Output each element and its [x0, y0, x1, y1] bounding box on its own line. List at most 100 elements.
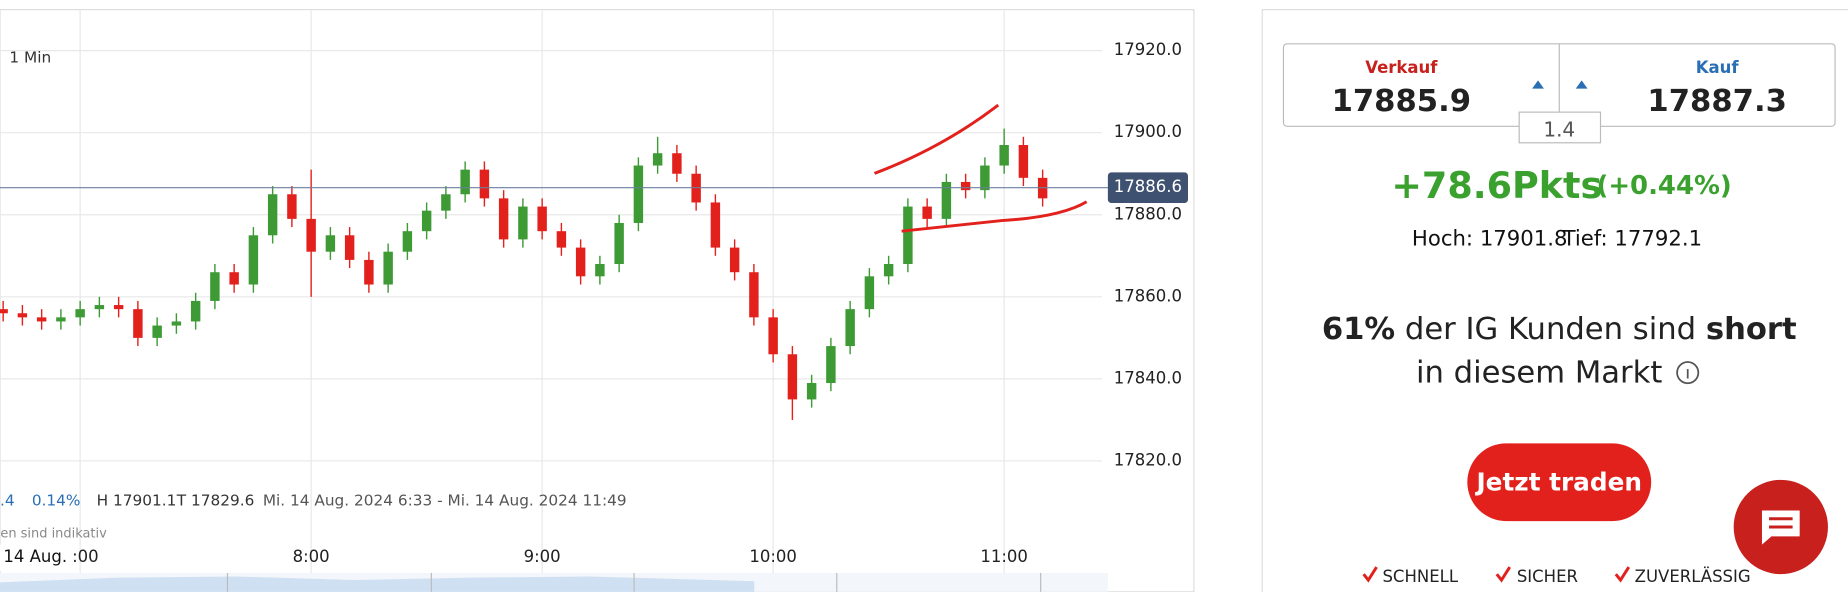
- buy-price[interactable]: 17887.3: [1647, 84, 1787, 119]
- candle-body: [749, 272, 759, 318]
- feature: ZUVERLÄSSIG: [1635, 567, 1751, 586]
- session-high: H 17901.1: [97, 492, 177, 510]
- session-range: Mi. 14 Aug. 2024 6:33 - Mi. 14 Aug. 2024…: [263, 492, 627, 510]
- candle-body: [729, 247, 740, 273]
- change-percent: (+0.44%): [1597, 171, 1732, 201]
- candle-body: [614, 222, 624, 265]
- disclaimer: ten sind indikativ: [0, 527, 107, 542]
- candle-body: [113, 305, 124, 310]
- candle-body: [56, 317, 66, 322]
- candle-body: [460, 169, 470, 195]
- candle-body: [903, 206, 913, 265]
- candle-body: [325, 235, 336, 252]
- candle-body: [152, 325, 162, 338]
- candle-body: [922, 206, 932, 219]
- candle-body: [672, 153, 682, 174]
- sentiment: 61% der IG Kunden sind short: [1322, 312, 1797, 347]
- sentiment-text: der IG Kunden sind: [1405, 312, 1696, 347]
- candle-body: [787, 354, 798, 400]
- candle-body: [229, 272, 239, 285]
- candle-body: [171, 321, 182, 326]
- candle-body: [633, 165, 644, 223]
- candle-body: [210, 272, 220, 301]
- buy-arrow: [1575, 80, 1588, 89]
- candle-body: [383, 251, 393, 285]
- candle-body: [980, 165, 990, 191]
- date-label: Mi. 14 Aug.: [0, 547, 67, 566]
- y-tick-label: 17840.0: [1114, 368, 1182, 387]
- sell-price[interactable]: 17885.9: [1332, 84, 1472, 119]
- candle-body: [1018, 145, 1029, 178]
- change-pct: 0.14%: [32, 492, 81, 510]
- date-bg: [0, 544, 74, 571]
- y-tick-label: 17880.0: [1114, 204, 1182, 223]
- last-price-tag: [1107, 172, 1188, 204]
- last-price-label: 17886.6: [1114, 177, 1182, 196]
- y-tick-label: 17900.0: [1114, 122, 1182, 141]
- candle-body: [441, 194, 451, 211]
- y-tick-label: 17920.0: [1114, 40, 1182, 59]
- spread: 1.4: [1543, 117, 1575, 141]
- day-high: Hoch: 17901.8: [1412, 226, 1568, 251]
- y-tick-label: 17860.0: [1114, 286, 1182, 305]
- check: [1614, 566, 1631, 583]
- candle-body: [826, 346, 836, 384]
- check: [1362, 566, 1378, 583]
- candle-body: [17, 313, 28, 318]
- candle-body: [267, 194, 278, 236]
- change-points: +78.6Pkts: [1391, 164, 1602, 207]
- annotation-line: [873, 103, 1000, 175]
- candle-body: [306, 218, 316, 252]
- candle-body: [133, 309, 143, 338]
- candle-body: [941, 181, 952, 219]
- sell-label[interactable]: Verkauf: [1365, 58, 1438, 77]
- candle-body: [248, 235, 259, 285]
- sentiment-tail: in diesem Markt: [1416, 355, 1662, 390]
- candle-body: [575, 247, 586, 277]
- x-tick-label: 10:00: [749, 547, 797, 566]
- candle-body: [845, 309, 855, 347]
- y-tick-label: 17820.0: [1114, 450, 1182, 469]
- candle-body: [0, 309, 8, 314]
- session-low: T 17829.6: [176, 492, 255, 510]
- x-tick-label: 8:00: [293, 547, 330, 566]
- sentiment-side: short: [1706, 312, 1797, 347]
- candle-body: [75, 309, 85, 318]
- trade-button-label[interactable]: Jetzt traden: [1474, 467, 1642, 496]
- x-tick-label: 11:00: [980, 547, 1028, 566]
- candle-body: [999, 145, 1009, 166]
- candle-body: [883, 264, 894, 277]
- candle-body: [652, 153, 663, 166]
- candle-body: [595, 264, 605, 277]
- candle-body: [864, 276, 875, 310]
- candle-body: [36, 317, 47, 322]
- trade-button[interactable]: [1467, 443, 1652, 522]
- candle-body: [768, 317, 778, 355]
- candle-body: [344, 235, 355, 260]
- candle-body: [556, 231, 567, 248]
- candle-body: [94, 305, 105, 310]
- sell-arrow: [1532, 80, 1544, 89]
- candle-body: [710, 202, 721, 248]
- feature: SCHNELL: [1382, 567, 1458, 586]
- navigator-area: [0, 576, 755, 592]
- interval: 1 Min: [9, 48, 51, 66]
- candle-body: [287, 194, 297, 219]
- day-low: Tief: 17792.1: [1562, 226, 1703, 251]
- candle-body: [518, 206, 528, 240]
- candle-body: [498, 198, 509, 240]
- candle-body: [364, 259, 374, 285]
- info-icon[interactable]: [1676, 361, 1700, 385]
- candle-body: [479, 169, 490, 199]
- x-tick-label: 9:00: [524, 547, 561, 566]
- candle-body: [190, 300, 201, 322]
- candle-body: [402, 231, 413, 252]
- candle-body: [421, 210, 432, 232]
- feature: SICHER: [1517, 567, 1578, 586]
- spread-box: [1518, 111, 1602, 144]
- check: [1495, 566, 1511, 583]
- candle-body: [806, 383, 817, 400]
- buy-label[interactable]: Kauf: [1696, 58, 1740, 77]
